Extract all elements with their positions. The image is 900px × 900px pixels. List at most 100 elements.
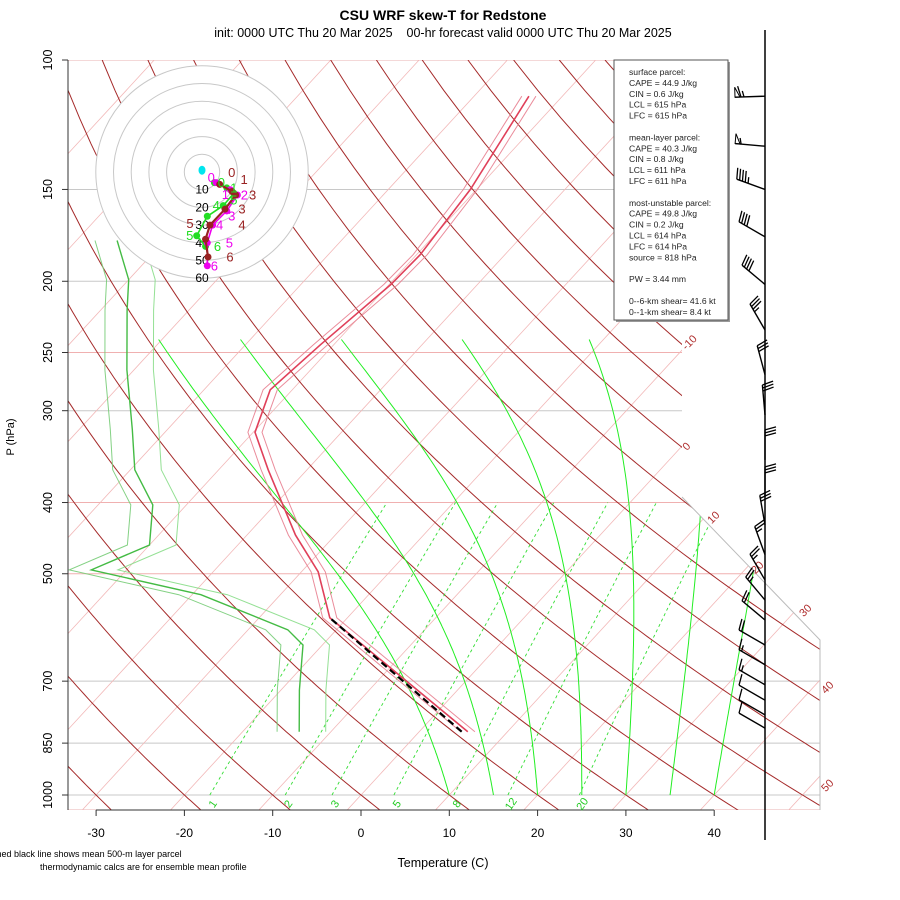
wind-barb-full <box>738 638 743 650</box>
info-box-line: CIN = 0.6 J/kg <box>629 89 684 99</box>
wind-barb-full <box>741 254 748 266</box>
wind-barb-full <box>738 688 743 701</box>
y-tick-label: 250 <box>41 342 55 363</box>
wind-barb-staff <box>738 629 766 646</box>
moist-adiabat-25 <box>461 339 583 795</box>
wind-barb-full <box>749 295 759 305</box>
wind-barb <box>738 688 766 716</box>
hodograph-point <box>204 253 212 261</box>
wind-barb <box>759 489 772 525</box>
wind-barb-half <box>747 177 750 184</box>
wind-barb-full <box>764 466 777 471</box>
hodograph-ring <box>166 136 238 208</box>
info-box-line: LFC = 615 hPa <box>629 111 687 121</box>
wind-barb-full <box>743 592 750 603</box>
wind-barb-half <box>752 554 758 560</box>
wind-barb-full <box>757 342 769 350</box>
sounding-profiles <box>68 95 537 733</box>
wind-barb-full <box>762 386 774 392</box>
info-box-frame <box>613 59 729 321</box>
hodograph-height-label: 1 <box>240 172 247 187</box>
hodograph-point <box>203 212 211 220</box>
isotherm-30 <box>611 60 820 810</box>
hodograph-point <box>203 262 211 270</box>
wind-barb-full <box>745 567 753 578</box>
info-box-line: 0--1-km shear= 8.4 kt <box>629 307 712 317</box>
x-tick-label: 10 <box>443 826 457 840</box>
footnote-parcel: dashed black line shows mean 500-m layer… <box>0 849 182 859</box>
wind-barb-flag <box>734 87 741 98</box>
wind-barb-full <box>759 489 771 496</box>
mixing-ratio-line-20 <box>578 502 721 796</box>
wind-barb-staff <box>749 303 766 331</box>
wind-barb-full <box>746 215 751 227</box>
wind-barb-staff <box>738 684 766 701</box>
info-box-line: LCL = 615 hPa <box>629 100 686 110</box>
wind-barb-full <box>737 85 742 98</box>
wind-barb-flag <box>734 133 741 145</box>
info-box-line: LFC = 614 hPa <box>629 241 687 251</box>
mixing-ratio-label: 1 <box>207 798 220 810</box>
wind-barb-full <box>755 522 766 530</box>
info-box-line: mean-layer parcel: <box>629 132 700 142</box>
y-axis-title: P (hPa) <box>5 418 17 455</box>
wind-barb-staff <box>745 576 766 601</box>
mixing-ratio-line-3 <box>331 502 499 796</box>
wind-barb-full <box>746 258 752 270</box>
dewpoint-profile-line <box>89 240 304 732</box>
info-box-line: CAPE = 44.9 J/kg <box>629 78 697 88</box>
hodograph-height-label: 5 <box>186 228 193 243</box>
wind-barbs <box>734 85 777 729</box>
hodograph-ring <box>183 153 221 191</box>
wind-barb <box>741 590 766 621</box>
wind-barb-staff <box>759 495 766 525</box>
wind-barb <box>741 254 766 285</box>
parcel-dashed-line <box>329 616 463 733</box>
isotherm-40 <box>699 60 820 810</box>
wind-barb-full <box>764 432 777 437</box>
info-box-line: most-unstable parcel: <box>629 198 711 208</box>
x-axis-title: Temperature (C) <box>398 856 489 870</box>
temperature-ensemble-line <box>261 95 537 733</box>
wind-barb-half <box>741 90 745 98</box>
info-box-line: PW = 3.44 mm <box>629 274 686 284</box>
wind-barb-staff <box>756 345 766 375</box>
wind-barb-full <box>740 212 746 224</box>
moist-adiabat-15 <box>240 339 494 796</box>
wind-barb <box>754 519 766 555</box>
wind-barb-full <box>751 298 760 308</box>
hodograph-height-label: 3 <box>249 188 256 203</box>
x-tick-label: 20 <box>531 826 545 840</box>
dry-adiabat-100 <box>330 60 820 810</box>
dry-adiabat--20 <box>68 60 202 810</box>
dry-adiabat-60 <box>147 60 820 810</box>
wind-barb-full <box>748 260 755 272</box>
wind-barb-full <box>758 345 769 353</box>
wind-barb-full <box>762 380 774 386</box>
mixing-ratio-line-2 <box>284 502 456 796</box>
wind-barb-full <box>764 429 777 434</box>
wind-barb-full <box>743 256 750 268</box>
hodograph-height-label: 5 <box>226 235 233 250</box>
wind-barb-full <box>760 495 772 502</box>
temperature-profile-line <box>254 95 530 733</box>
hodograph-height-label: 4 <box>213 198 220 213</box>
storm-motion-marker <box>198 165 206 175</box>
hodograph-height-label: 3 <box>228 208 235 223</box>
info-box-line: surface parcel: <box>629 67 685 77</box>
wind-barb <box>761 380 774 415</box>
wind-barb-staff <box>749 553 766 581</box>
wind-barb-half <box>749 576 754 583</box>
wind-barb <box>734 85 766 98</box>
wind-barb-full <box>738 658 743 670</box>
dry-adiabat-80 <box>238 60 820 810</box>
info-box-line: CAPE = 49.8 J/kg <box>629 209 697 219</box>
mixing-ratio-line-5 <box>393 502 555 796</box>
wind-barb <box>764 463 777 497</box>
dewpoint-ensemble-line <box>116 240 331 732</box>
hodograph-height-label: 5 <box>230 193 237 208</box>
hodograph-height-label: 4 <box>238 218 245 233</box>
